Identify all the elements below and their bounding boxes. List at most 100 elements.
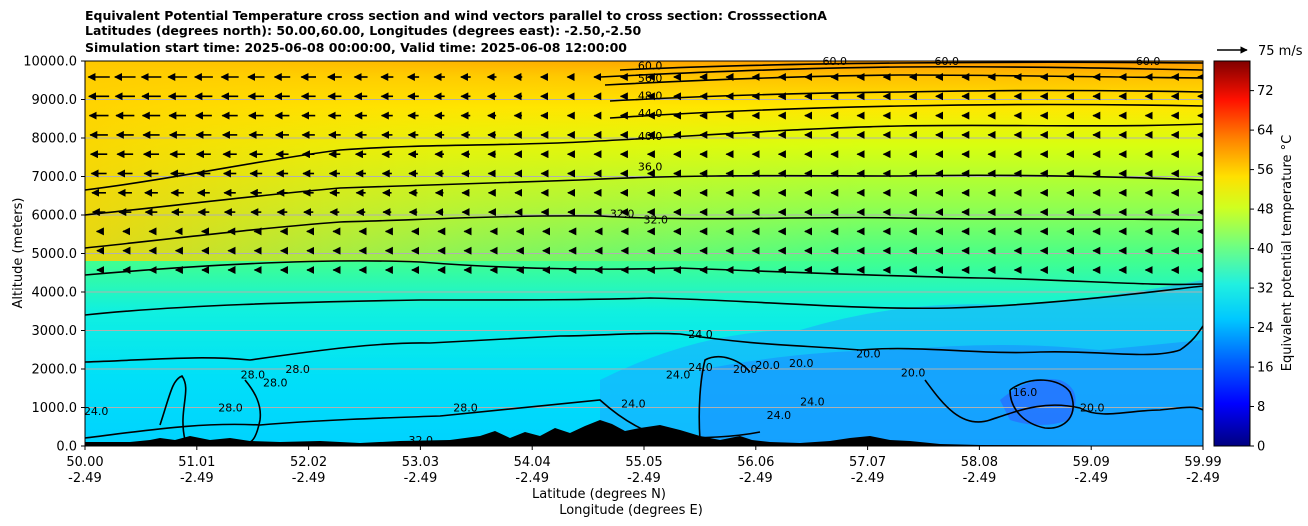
chart-title: Equivalent Potential Temperature cross s…: [85, 8, 827, 55]
contour-label: 28.0: [453, 401, 478, 414]
y-tick-label: 1000.0: [32, 401, 78, 416]
contour-labels: 60.056.048.044.040.036.032.0 32.060.0 60.0…: [84, 55, 1160, 447]
title-line-1: Equivalent Potential Temperature cross s…: [85, 8, 827, 23]
contour-label: 28.0: [218, 401, 243, 414]
contour-label: 20.0: [856, 347, 881, 360]
contour-56: [599, 65, 1203, 78]
x-tick-label-lon: -2.49: [627, 471, 661, 486]
contour-label: 24.0: [621, 398, 646, 411]
contour-label: 40.0: [638, 130, 663, 143]
x-tick-label-lat: 53.03: [402, 455, 439, 470]
quiver-key-label: 75 m/s: [1258, 44, 1303, 59]
contour-44: [609, 103, 1203, 119]
contour-28-upper: [85, 285, 1203, 316]
contour-label: 60.0: [638, 59, 663, 72]
x-tick-label-lat: 54.04: [514, 455, 551, 470]
colorbar-gradient: [1213, 60, 1251, 447]
x-tick-label-lat: 50.00: [66, 455, 103, 470]
x-axis-ticks: 50.00-2.4951.01-2.4952.02-2.4953.03-2.49…: [66, 446, 1222, 486]
colorbar-tick-label: 16: [1257, 361, 1274, 376]
terrain: [85, 420, 1203, 446]
x-tick-label-lon: -2.49: [739, 471, 773, 486]
y-tick-label: 5000.0: [32, 247, 78, 262]
cold-region: [700, 340, 1203, 446]
contour-label: 28.0: [241, 369, 266, 382]
contour-32: [85, 215, 1203, 249]
contour-label: 28.0: [263, 376, 288, 389]
title-line-3: Simulation start time: 2025-06-08 00:00:…: [85, 40, 627, 55]
quiver-key: 75 m/s: [1217, 44, 1303, 59]
y-tick-label: 6000.0: [32, 209, 78, 224]
contour-28-mid: [85, 332, 861, 363]
x-tick-label-lon: -2.49: [963, 471, 997, 486]
x-tick-label-lon: -2.49: [1186, 471, 1220, 486]
wind-vectors: [87, 73, 1203, 274]
contour-label: 36.0: [638, 161, 663, 174]
contour-32-low: [85, 260, 1203, 286]
contour-20-blob: [698, 356, 751, 441]
y-tick-label: 10000.0: [23, 55, 77, 70]
colorbar-label: Equivalent potential temperature °C: [1280, 135, 1295, 371]
colorbar-tick-label: 48: [1257, 203, 1274, 218]
contour-52: [604, 74, 1203, 86]
contour-label: 16.0: [1013, 386, 1038, 399]
contour-label: 24.0: [767, 409, 792, 422]
title-line-2: Latitudes (degrees north): 50.00,60.00, …: [85, 23, 642, 38]
y-axis-label: Altitude (meters): [11, 198, 26, 309]
colorbar-tick-label: 72: [1257, 84, 1274, 99]
x-tick-label-lat: 56.06: [737, 455, 774, 470]
contour-60: [619, 61, 1203, 71]
x-tick-label-lat: 55.05: [625, 455, 662, 470]
contour-28-cell: [244, 379, 262, 443]
x-axis-label-longitude: Longitude (degrees E): [559, 503, 703, 518]
contour-20-right: [924, 379, 1203, 423]
colorbar-tick-label: 0: [1257, 440, 1265, 455]
y-tick-label: 2000.0: [32, 363, 78, 378]
y-tick-label: 8000.0: [32, 132, 78, 147]
colorbar-tick-label: 64: [1257, 124, 1274, 139]
x-axis-label-latitude: Latitude (degrees N): [532, 487, 666, 502]
colorbar-tick-label: 56: [1257, 163, 1274, 178]
contour-label: 28.0: [285, 363, 310, 376]
contour-label: 48.0: [638, 90, 663, 103]
x-tick-label-lat: 51.01: [178, 455, 215, 470]
contour-lines: [85, 61, 1203, 443]
x-tick-label-lat: 52.02: [290, 455, 327, 470]
contour-label: 20.0: [733, 363, 758, 376]
x-tick-label-lon: -2.49: [404, 471, 438, 486]
y-tick-label: 7000.0: [32, 170, 78, 185]
contour-24-right: [859, 325, 1203, 356]
y-tick-label: 4000.0: [32, 286, 78, 301]
y-axis-ticks: 0.0 1000.0 2000.0 3000.0 4000.0 5000.0 6000.0 7…: [23, 55, 85, 455]
contour-40: [85, 123, 1203, 191]
colorbar-ticks: 0 8 16 24 32 40 48 56 64 72: [1250, 84, 1274, 455]
contour-24-cell: [159, 375, 187, 441]
contour-label: 32.0: [610, 208, 635, 221]
x-tick-label-lon: -2.49: [515, 471, 549, 486]
x-tick-label-lat: 59.99: [1184, 455, 1221, 470]
x-tick-label-lat: 58.08: [961, 455, 998, 470]
contour-label: 20.0: [755, 359, 780, 372]
contour-36: [85, 174, 1203, 216]
y-tick-label: 3000.0: [32, 324, 78, 339]
colorbar-tick-label: 8: [1257, 400, 1265, 415]
x-tick-label-lon: -2.49: [851, 471, 885, 486]
contour-16: [1009, 379, 1074, 429]
contour-label: 20.0: [789, 357, 814, 370]
contour-label: 20.0: [1080, 401, 1105, 414]
y-tick-label: 9000.0: [32, 93, 78, 108]
contour-48: [609, 89, 1203, 102]
y-tick-label: 0.0: [56, 440, 77, 455]
plot-area: [85, 61, 1203, 446]
x-tick-label-lon: -2.49: [292, 471, 326, 486]
contour-label: 24.0: [688, 361, 713, 374]
colorbar-tick-label: 32: [1257, 282, 1274, 297]
x-tick-label-lon: -2.49: [1074, 471, 1108, 486]
x-tick-label-lat: 59.09: [1073, 455, 1110, 470]
contour-label: 32.0: [644, 213, 669, 226]
contour-label: 24.0: [666, 369, 691, 382]
colorbar-tick-label: 24: [1257, 321, 1274, 336]
x-tick-label-lat: 57.07: [849, 455, 886, 470]
contour-label: 24.0: [688, 328, 713, 341]
contour-label: 44.0: [638, 107, 663, 120]
